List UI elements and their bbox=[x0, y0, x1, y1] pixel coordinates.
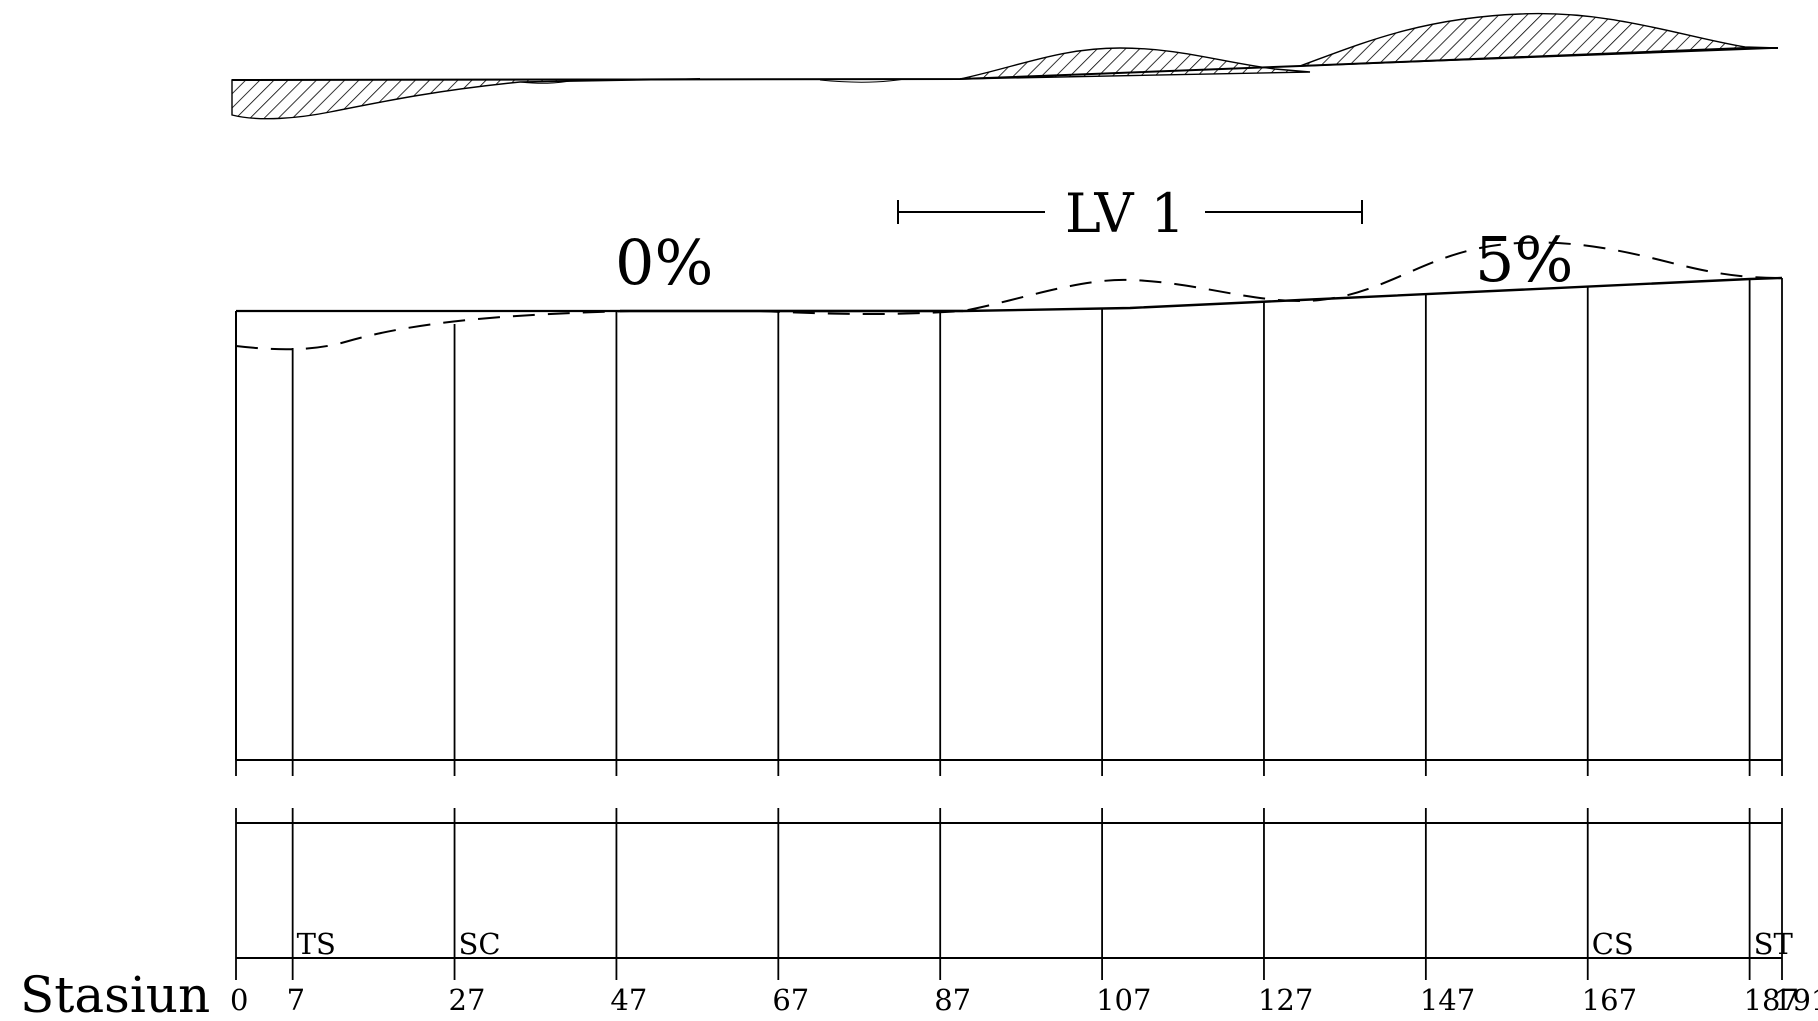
cut-area-left bbox=[231, 78, 701, 120]
station-lines bbox=[291, 278, 1783, 760]
station-label-0: 0 bbox=[230, 983, 248, 1016]
station-label-127: 127 bbox=[1258, 983, 1313, 1016]
curve-point-labels: TS SC CS ST bbox=[297, 927, 1794, 961]
curve-point-ts: TS bbox=[297, 927, 336, 961]
curve-point-sc: SC bbox=[459, 927, 501, 961]
station-label-27: 27 bbox=[449, 983, 486, 1016]
station-labels: 0 7 27 47 67 87 107 127 147 167 187191 bbox=[230, 983, 1818, 1017]
station-label-191: 191 bbox=[1774, 983, 1818, 1016]
station-label-147: 147 bbox=[1420, 983, 1475, 1016]
fill-area-right bbox=[1299, 12, 1779, 67]
grade-right-label: 5% bbox=[1475, 223, 1573, 296]
station-label-187: 187 bbox=[1744, 983, 1799, 1016]
small-lens-2 bbox=[819, 78, 906, 83]
station-label-67: 67 bbox=[772, 983, 809, 1016]
station-label-87: 87 bbox=[934, 983, 971, 1016]
curve-point-cs: CS bbox=[1592, 927, 1634, 961]
profile-area bbox=[235, 241, 1783, 980]
lv-label: LV 1 bbox=[1065, 182, 1185, 245]
small-lens-1 bbox=[519, 79, 576, 84]
station-label-47: 47 bbox=[610, 983, 647, 1016]
station-label-7: 7 bbox=[287, 983, 305, 1016]
fill-area-lv bbox=[959, 47, 1311, 80]
curve-point-st: ST bbox=[1754, 927, 1794, 961]
station-label-167: 167 bbox=[1582, 983, 1637, 1016]
station-ticks bbox=[235, 760, 1783, 980]
grade-left-label: 0% bbox=[615, 226, 713, 299]
lv-dimension: LV 1 bbox=[897, 182, 1363, 245]
reference-line bbox=[231, 47, 1778, 81]
superelevation-diagram bbox=[231, 12, 1779, 120]
station-row-title: Stasiun bbox=[20, 966, 210, 1016]
design-grade-line bbox=[620, 276, 1783, 313]
station-label-107: 107 bbox=[1096, 983, 1151, 1016]
existing-ground-line bbox=[235, 241, 1783, 351]
